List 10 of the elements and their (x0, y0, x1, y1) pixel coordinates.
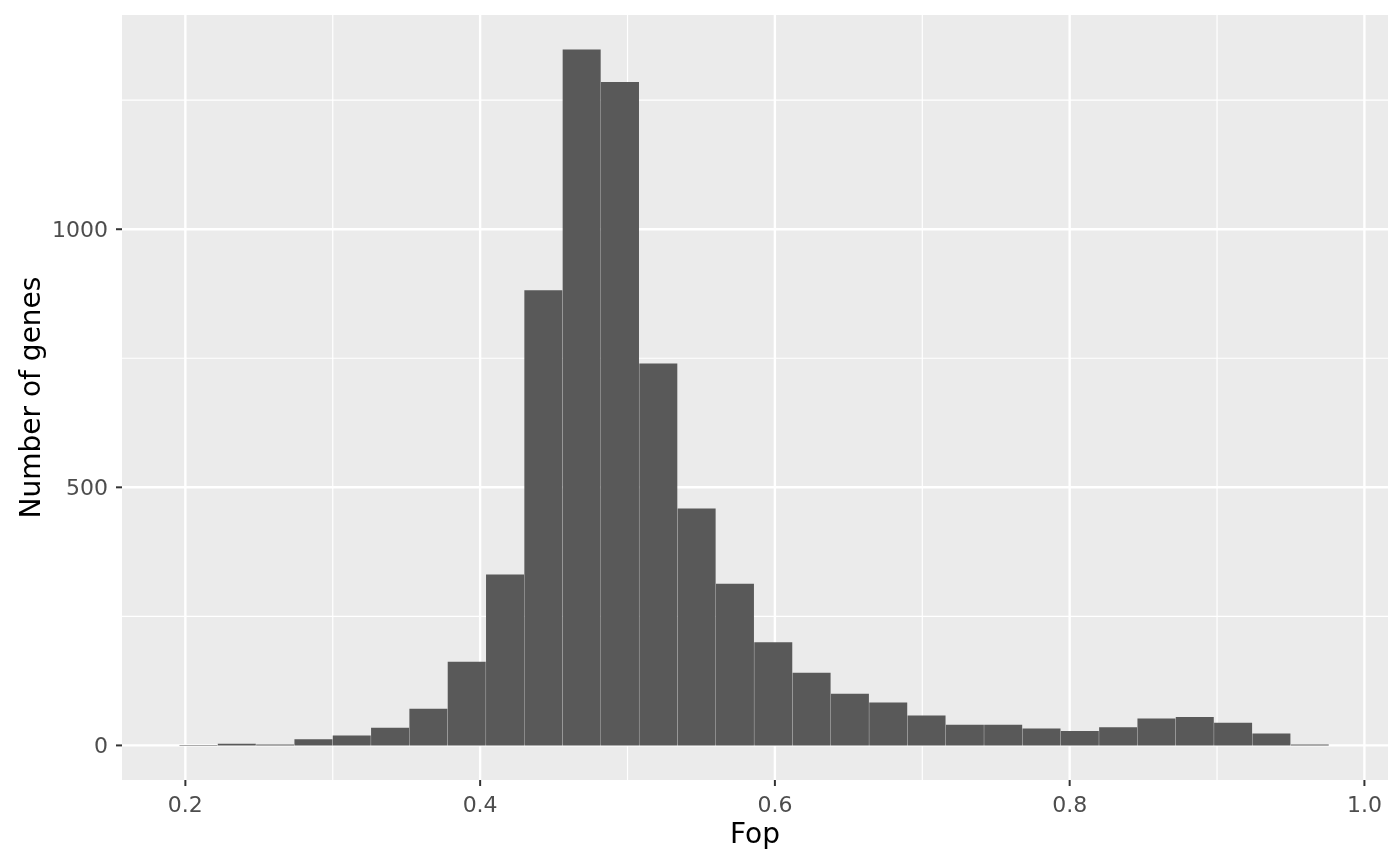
x-tick-label: 0.2 (167, 791, 203, 817)
x-tick-label: 0.6 (757, 791, 793, 817)
y-tick-label: 0 (94, 733, 108, 759)
x-tick-label: 0.8 (1052, 791, 1088, 817)
y-tick-label: 500 (66, 475, 108, 501)
x-tick-label: 1.0 (1346, 791, 1382, 817)
y-tick-label: 1000 (52, 217, 108, 243)
x-tick-label: 0.4 (462, 791, 498, 817)
y-axis-title: Number of genes (13, 276, 47, 519)
x-axis-title: Fop (729, 816, 781, 850)
